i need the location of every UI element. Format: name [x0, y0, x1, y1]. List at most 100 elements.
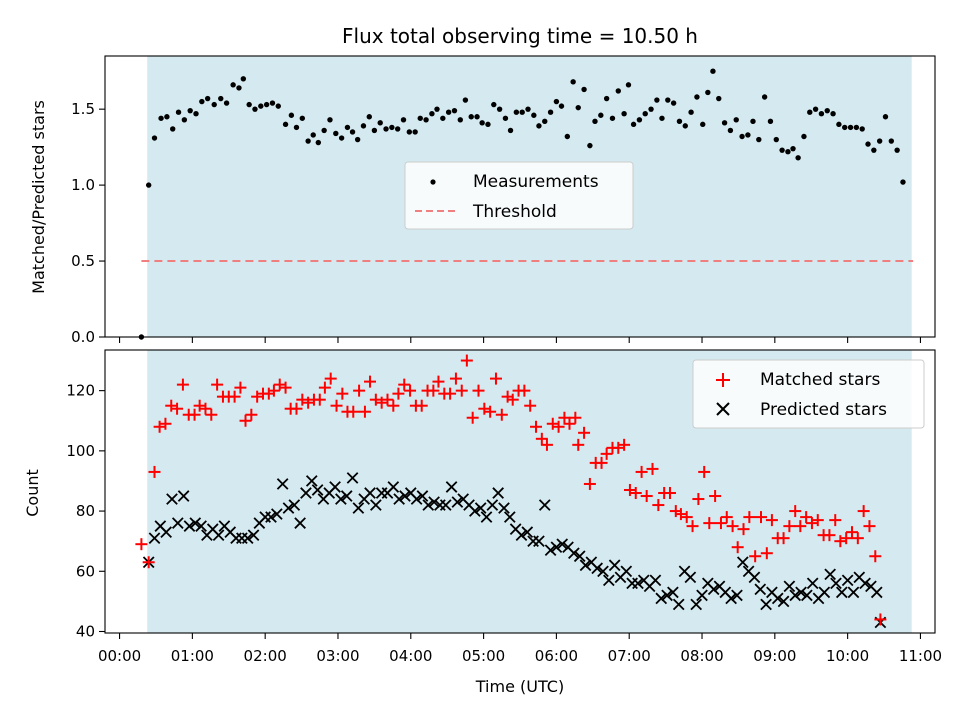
predicted-star-point — [632, 577, 644, 590]
matched-star-point — [398, 378, 411, 391]
measurement-point — [366, 114, 372, 120]
measurement-point — [830, 111, 836, 117]
measurement-point — [282, 121, 289, 128]
measurement-point — [383, 126, 389, 132]
measurement-point — [417, 115, 423, 121]
bottom-legend: Matched stars Predicted stars — [692, 359, 925, 429]
matched-star-point — [618, 438, 631, 451]
measurement-point — [423, 117, 429, 123]
matched-star-point — [572, 438, 585, 451]
matched-star-point — [495, 408, 508, 421]
predicted-star-point — [469, 505, 481, 517]
measurement-points — [138, 68, 906, 340]
predicted-star-point — [171, 517, 184, 529]
x-tick-label: 00:00 — [98, 647, 141, 665]
measurement-point — [236, 85, 242, 91]
predicted-star-point — [870, 586, 883, 599]
matched-star-point — [789, 505, 802, 518]
matched-star-point — [720, 511, 733, 524]
matched-star-point — [709, 490, 722, 503]
matched-star-point — [176, 378, 189, 391]
predicted-star-point — [841, 574, 854, 587]
bottom-panel: 40 60 80 100 120 00:00 01:00 02:00 03:00 04:00 05… — [23, 349, 942, 696]
matched-star-point — [415, 399, 428, 412]
top-y-ticks: 0.0 0.5 1.0 1.5 — [71, 100, 105, 346]
predicted-star-point — [538, 499, 551, 511]
measurement-point — [315, 139, 322, 146]
matched-star-point — [228, 390, 241, 403]
predicted-star-point — [416, 490, 429, 502]
predicted-star-point — [241, 532, 254, 545]
predicted-star-point — [305, 475, 318, 487]
measurement-point — [462, 97, 469, 103]
measurement-point — [761, 94, 768, 100]
matched-star-point — [234, 381, 247, 394]
top-ylabel: Matched/Predicted stars — [29, 100, 48, 294]
measurement-point — [824, 107, 830, 114]
matched-star-point — [142, 556, 155, 569]
matched-star-point — [760, 547, 773, 560]
measurement-point — [434, 106, 440, 112]
matched-star-point — [171, 402, 184, 415]
legend-matched-marker — [716, 373, 730, 387]
predicted-star-point — [340, 490, 353, 502]
predicted-star-point — [276, 478, 289, 490]
measurement-point — [536, 123, 542, 129]
legend-matched: Matched stars — [760, 370, 880, 390]
predicted-star-point — [515, 529, 528, 541]
measurement-point — [468, 114, 474, 120]
measurement-point — [199, 98, 205, 105]
measurement-point — [558, 103, 565, 109]
measurement-point — [648, 106, 654, 112]
predicted-star-point — [760, 598, 772, 611]
predicted-star-point — [568, 547, 580, 560]
measurement-point — [888, 138, 895, 144]
matched-star-point — [663, 487, 676, 500]
predicted-star-point — [480, 511, 493, 523]
predicted-star-point — [399, 490, 411, 502]
x-tick-label: 02:00 — [244, 647, 287, 665]
legend-predicted-marker — [716, 402, 730, 416]
legend-threshold: Threshold — [472, 202, 557, 222]
predicted-star-point — [311, 484, 324, 496]
measurement-point — [871, 147, 877, 153]
matched-star-point — [205, 408, 218, 421]
matched-star-point — [874, 613, 887, 626]
matched-star-point — [449, 372, 462, 385]
matched-star-point — [686, 520, 699, 533]
measurement-point — [310, 132, 316, 138]
measurement-point — [716, 95, 722, 102]
measurement-point — [299, 115, 306, 121]
predicted-star-point — [393, 493, 405, 505]
matched-star-point — [794, 520, 807, 533]
y-tick-label: 40 — [76, 622, 95, 640]
matched-star-point — [540, 438, 553, 451]
measurement-point — [621, 111, 627, 117]
y-tick-label: 1.5 — [71, 100, 95, 118]
legend-measurements-marker — [430, 179, 436, 185]
matched-star-point — [783, 520, 796, 533]
predicted-star-point — [300, 487, 312, 499]
matched-stars-points — [135, 354, 887, 626]
matched-star-point — [135, 538, 148, 551]
bottom-y-ticks: 40 60 80 100 120 — [66, 382, 105, 640]
bottom-x-ticks: 00:00 01:00 02:00 03:00 04:00 05:00 06:00 07:00… — [98, 633, 942, 665]
legend-predicted: Predicted stars — [760, 400, 887, 420]
predicted-star-point — [684, 571, 697, 584]
measurement-point — [859, 126, 865, 132]
measurement-point — [756, 136, 762, 143]
measurement-point — [349, 129, 356, 135]
measurement-point — [344, 124, 351, 131]
predicted-star-point — [696, 589, 708, 602]
predicted-star-point — [445, 481, 458, 493]
matched-star-point — [823, 529, 836, 542]
matched-star-point — [455, 384, 468, 397]
measurement-point — [767, 118, 774, 125]
top-panel: 0.0 0.5 1.0 1.5 Matched/Predicted stars Mea… — [29, 55, 936, 346]
predicted-star-point — [736, 556, 749, 569]
measurement-point — [745, 132, 751, 138]
top-legend: Measurements Threshold — [404, 161, 634, 230]
measurement-point — [609, 115, 616, 121]
predicted-star-point — [667, 586, 679, 599]
matched-star-point — [703, 517, 716, 530]
